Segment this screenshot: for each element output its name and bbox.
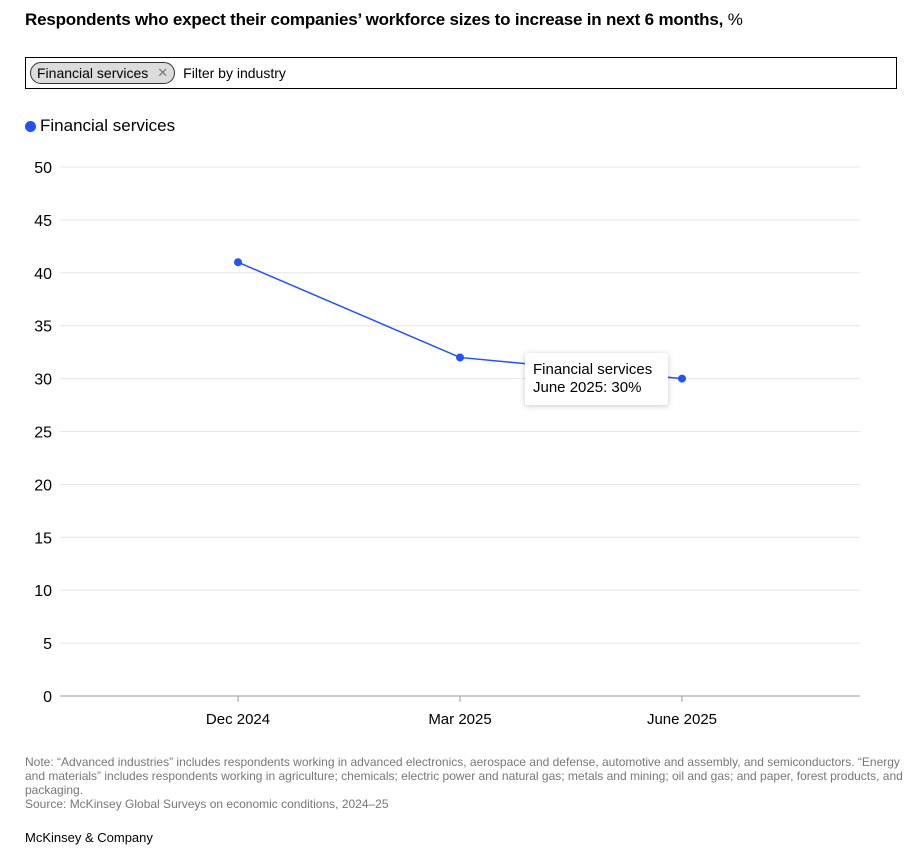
chart-title-text: Respondents who expect their companies’ … <box>25 10 724 29</box>
close-icon[interactable]: ✕ <box>157 65 169 80</box>
chart-title-unit: % <box>727 10 743 29</box>
y-tick-label: 25 <box>34 425 52 442</box>
chart-note: Note: “Advanced industries” includes res… <box>25 755 905 811</box>
legend-marker <box>25 120 36 132</box>
tooltip-series: Financial services <box>533 361 653 378</box>
note-text: Note: “Advanced industries” includes res… <box>25 755 903 797</box>
x-tick-label: Dec 2024 <box>206 711 270 728</box>
y-tick-label: 35 <box>34 319 52 336</box>
y-tick-label: 30 <box>34 372 52 389</box>
data-point <box>456 353 464 362</box>
y-tick-label: 15 <box>34 530 52 547</box>
filter-input[interactable] <box>181 64 486 82</box>
x-tick-label: June 2025 <box>647 711 717 728</box>
y-tick-label: 40 <box>34 266 52 283</box>
y-tick-label: 45 <box>34 213 52 230</box>
y-tick-label: 20 <box>34 477 52 494</box>
data-point <box>678 374 686 383</box>
data-point <box>234 258 242 267</box>
x-tick-label: Mar 2025 <box>428 711 491 728</box>
filter-chip-financial-services[interactable]: Financial services ✕ <box>30 62 176 84</box>
y-tick-label: 10 <box>34 583 52 600</box>
chart-legend: Financial services <box>25 116 175 136</box>
y-tick-label: 50 <box>34 160 52 177</box>
source-text: Source: McKinsey Global Surveys on econo… <box>25 797 389 811</box>
chart-title: Respondents who expect their companies’ … <box>25 10 743 30</box>
brand-label: McKinsey & Company <box>25 830 153 845</box>
industry-filter[interactable]: Financial services ✕ <box>25 57 897 89</box>
y-tick-label: 0 <box>43 689 52 706</box>
filter-chip-label: Financial services <box>37 65 149 81</box>
legend-label: Financial services <box>40 116 176 135</box>
tooltip-value: June 2025: 30% <box>533 379 642 396</box>
line-chart: 0 5 10 15 20 25 30 35 40 45 50 Dec 2024 Mar 2025 June… <box>34 160 860 728</box>
chart-tooltip: Financial services June 2025: 30% <box>525 353 668 405</box>
y-tick-label: 5 <box>43 636 52 653</box>
